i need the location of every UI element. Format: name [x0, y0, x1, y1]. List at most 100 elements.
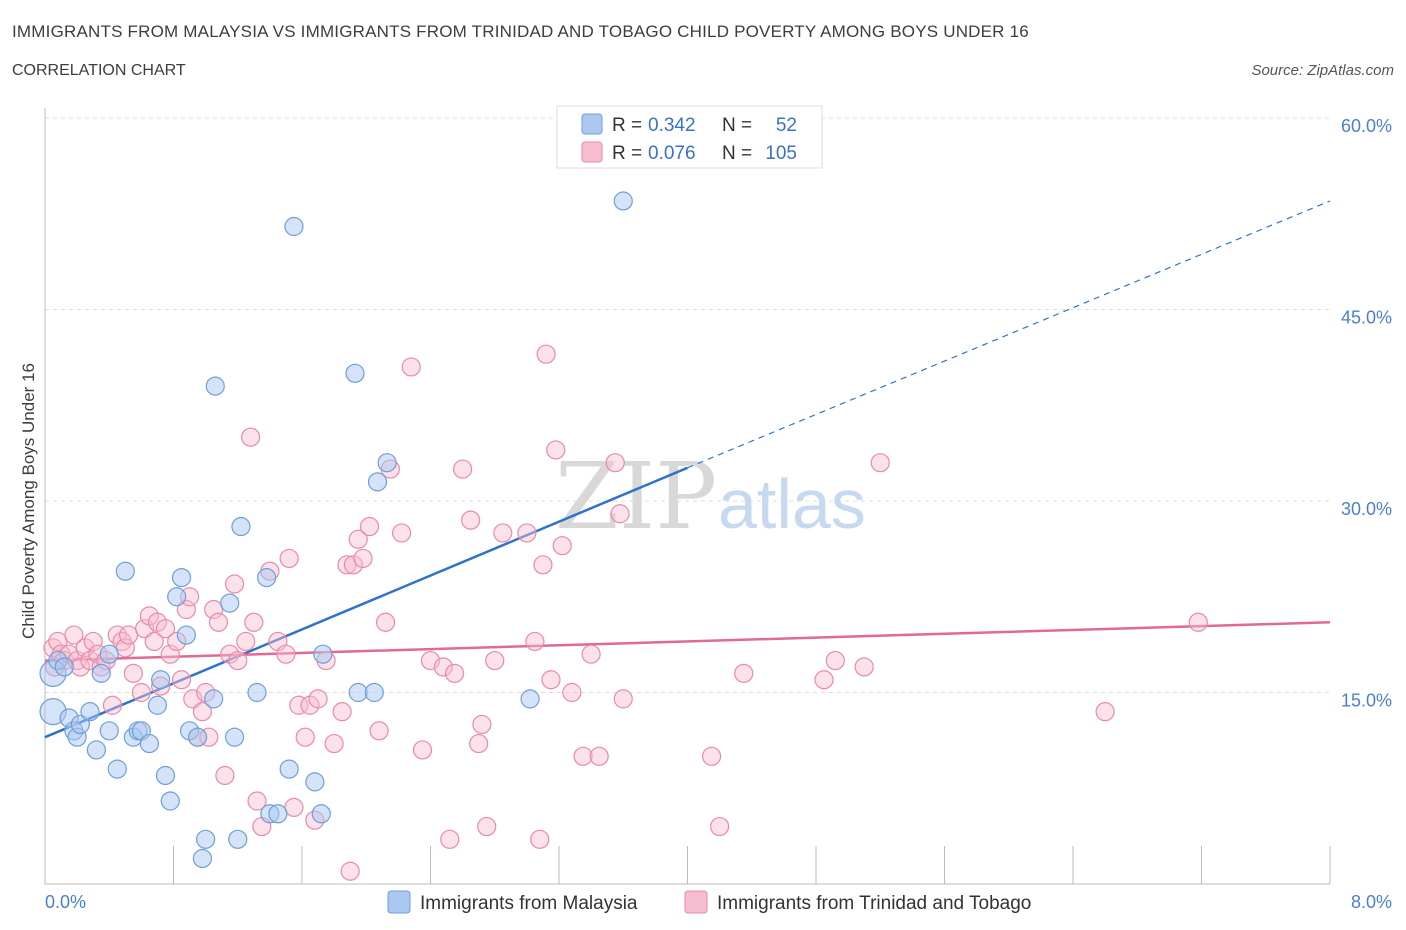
trinidad-point-90 — [541, 670, 561, 690]
y-tick-label-0: 15.0% — [1341, 691, 1392, 711]
trinidad-point-52 — [279, 548, 299, 569]
trinidad-point-84 — [493, 523, 513, 543]
legend-r-value-1: 0.342 — [648, 115, 696, 136]
malaysia-point-48 — [367, 472, 388, 492]
malaysia-point-34 — [228, 829, 248, 849]
malaysia-point-22 — [160, 791, 180, 811]
malaysia-point-12 — [99, 721, 119, 741]
trinidad-point-99 — [613, 689, 633, 709]
legend-r-label-2: R = — [612, 143, 642, 164]
trinidad-point-58 — [308, 689, 328, 709]
legend-r-value-2: 0.076 — [648, 143, 696, 164]
trinidad-point-96 — [589, 746, 609, 766]
malaysia-point-45 — [345, 363, 365, 383]
malaysia-point-3 — [54, 657, 74, 677]
x-tick-labels: 0.0% 8.0% — [45, 892, 1392, 912]
trinidad-point-24 — [144, 631, 164, 652]
trinidad-point-45 — [241, 427, 261, 447]
trinidad-point-11 — [83, 631, 103, 652]
trinidad-point-102 — [734, 663, 754, 683]
malaysia-point-7 — [70, 714, 90, 735]
trinidad-point-78 — [453, 459, 473, 479]
trinidad-point-98 — [610, 504, 630, 524]
legend-n-value-1: 52 — [776, 115, 797, 136]
legend-n-label-2: N = — [722, 143, 752, 164]
malaysia-point-36 — [247, 682, 267, 703]
trinidad-point-69 — [375, 612, 396, 632]
trinidad-point-68 — [369, 721, 389, 741]
chart-subtitle: CORRELATION CHART — [12, 62, 186, 79]
bottom-legend-label-malaysia: Immigrants from Malaysia — [420, 893, 638, 914]
trinidad-point-71 — [391, 523, 412, 543]
y-tick-labels: 15.0% 30.0% 45.0% 60.0% — [1341, 116, 1392, 711]
malaysia-point-40 — [279, 759, 299, 779]
trinidad-point-55 — [295, 727, 315, 747]
trinidad-point-6 — [64, 625, 84, 645]
trinidad-point-53 — [284, 797, 304, 818]
trinidad-point-106 — [870, 453, 890, 473]
trinidad-point-66 — [353, 548, 373, 569]
trinidad-point-39 — [208, 612, 229, 632]
trinidad-point-80 — [469, 733, 489, 754]
trinidad-point-73 — [412, 740, 433, 760]
y-tick-label-2: 45.0% — [1341, 308, 1392, 328]
y-tick-label-3: 60.0% — [1341, 116, 1392, 136]
trinidad-point-27 — [155, 619, 176, 639]
trinidad-point-95 — [581, 644, 601, 664]
trinidad-point-15 — [102, 695, 123, 715]
malaysia-point-14 — [115, 561, 135, 581]
trinidad-point-35 — [192, 702, 213, 722]
y-axis-label: Child Poverty Among Boys Under 16 — [19, 363, 38, 639]
trinidad-point-85 — [517, 523, 537, 543]
trinidad-point-100 — [701, 746, 722, 766]
malaysia-point-50 — [520, 689, 540, 709]
malaysia-point-24 — [171, 567, 192, 588]
malaysia-point-43 — [311, 804, 331, 824]
malaysia-point-32 — [220, 593, 240, 613]
x-tick-label-0: 0.0% — [45, 892, 86, 912]
chart-title: IMMIGRANTS FROM MALAYSIA VS IMMIGRANTS F… — [12, 22, 1029, 41]
malaysia-point-9 — [86, 740, 107, 760]
trinidad-point-82 — [477, 816, 497, 837]
trinidad-point-101 — [710, 816, 730, 837]
x-tick-label-1: 8.0% — [1351, 892, 1392, 912]
source-credit: Source: ZipAtlas.com — [1251, 62, 1394, 79]
trinidad-point-63 — [340, 861, 360, 881]
trend-line-malaysia — [44, 466, 688, 739]
trinidad-point-105 — [854, 657, 874, 677]
watermark-atlas: atlas — [718, 465, 866, 543]
trinidad-point-72 — [401, 357, 421, 377]
trinidad-point-97 — [605, 453, 625, 473]
malaysia-points — [39, 191, 633, 869]
trinidad-point-61 — [332, 702, 352, 722]
trinidad-point-92 — [552, 536, 572, 556]
trinidad-point-86 — [525, 631, 545, 652]
trinidad-point-64 — [343, 555, 363, 575]
malaysia-point-21 — [155, 765, 176, 786]
legend-r-label-1: R = — [612, 115, 642, 136]
trinidad-point-46 — [244, 612, 264, 632]
malaysia-point-31 — [205, 376, 225, 396]
trinidad-point-40 — [215, 765, 235, 786]
malaysia-point-44 — [313, 644, 333, 664]
malaysia-point-20 — [151, 670, 171, 690]
trinidad-point-42 — [224, 574, 245, 594]
malaysia-point-35 — [231, 516, 251, 537]
trinidad-point-103 — [814, 670, 834, 690]
trinidad-point-19 — [118, 625, 139, 645]
malaysia-point-49 — [377, 453, 397, 473]
trinidad-point-30 — [171, 670, 192, 690]
trend-lines — [44, 200, 1331, 739]
trend-line-trinidad — [44, 621, 1331, 662]
trinidad-point-21 — [131, 682, 151, 703]
trinidad-points — [43, 344, 1208, 881]
trinidad-point-67 — [359, 516, 380, 537]
watermark: ZIP atlas — [555, 443, 866, 550]
malaysia-point-30 — [204, 689, 224, 709]
malaysia-point-33 — [224, 727, 245, 747]
malaysia-point-39 — [268, 804, 288, 824]
malaysia-point-46 — [348, 682, 368, 703]
trinidad-point-93 — [562, 682, 582, 703]
trinidad-point-91 — [546, 440, 566, 460]
